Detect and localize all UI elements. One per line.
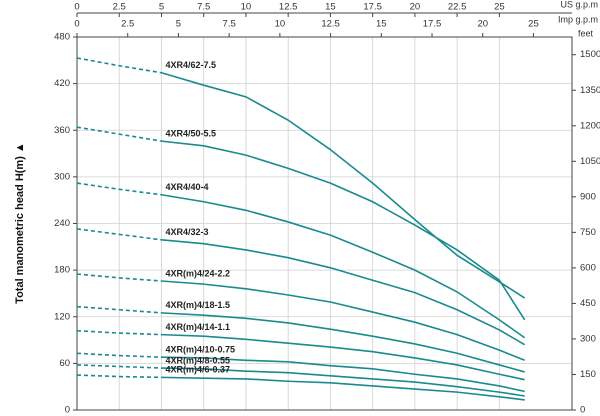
y2-tick-label: 1350 <box>580 85 600 96</box>
curve <box>161 356 525 393</box>
curve <box>161 193 526 339</box>
x-tick-label: 22.5 <box>448 2 467 13</box>
x2-tick-label: 15 <box>376 19 387 30</box>
curve <box>161 280 525 362</box>
y-tick-label: 480 <box>54 32 70 43</box>
x-tick-label: 15 <box>325 2 336 13</box>
curve <box>76 182 162 196</box>
y2-tick-label: 1200 <box>580 120 600 131</box>
y-tick-label: 120 <box>54 311 70 322</box>
curve <box>161 367 525 397</box>
y2-tick-label: 0 <box>580 405 585 416</box>
x2-tick-label: 10 <box>275 19 286 30</box>
x2-tick-label: 12.5 <box>321 19 340 30</box>
x-tick-label: 25 <box>494 2 505 13</box>
series-label: 4XR4/50-5.5 <box>165 129 216 139</box>
y2-tick-label: 300 <box>580 333 596 344</box>
y2-axis-title: feet <box>578 28 594 38</box>
series-label: 4XR(m)4/24-2.2 <box>165 268 230 278</box>
x-tick-label: 10 <box>241 2 252 13</box>
y-tick-label: 0 <box>65 405 70 416</box>
x-tick-label: 17.5 <box>363 2 382 13</box>
y-tick-label: 240 <box>54 218 70 229</box>
series-label: 4XR(m)4/6-0.37 <box>165 365 230 375</box>
curve <box>76 329 162 336</box>
y2-tick-label: 450 <box>580 298 596 309</box>
x-axis-title: US g.p.m <box>560 0 598 9</box>
curve <box>76 305 162 314</box>
series-label: 4XR(m)4/8-0.55 <box>165 355 230 365</box>
y2-tick-label: 150 <box>580 369 596 380</box>
series-label: 4XR4/62-7.5 <box>165 60 216 70</box>
y-tick-label: 360 <box>54 125 70 136</box>
x2-axis-title: Imp g.p.m <box>558 14 598 24</box>
x-tick-label: 5 <box>159 2 164 13</box>
x-tick-label: 7.5 <box>197 2 210 13</box>
curve <box>76 364 162 369</box>
x-tick-label: 0 <box>74 2 79 13</box>
x2-tick-label: 20 <box>477 19 488 30</box>
x2-tick-label: 25 <box>528 19 539 30</box>
y-tick-label: 420 <box>54 78 70 89</box>
curve <box>76 57 162 74</box>
y-tick-label: 180 <box>54 265 70 276</box>
curve <box>161 376 525 401</box>
curve <box>76 273 162 282</box>
x-tick-label: 20 <box>410 2 421 13</box>
curve <box>161 239 526 346</box>
y-axis-title: Total manometric head H(m) ▲ <box>14 142 26 304</box>
curve <box>161 140 526 321</box>
curve <box>161 312 525 373</box>
curve <box>76 352 162 358</box>
x-tick-label: 2.5 <box>113 2 126 13</box>
x-tick-label: 12.5 <box>279 2 298 13</box>
curve <box>161 71 526 299</box>
x2-tick-label: 2.5 <box>121 19 134 30</box>
series-label: 4XR4/40-4 <box>165 182 208 192</box>
y2-tick-label: 1050 <box>580 156 600 167</box>
curve <box>76 228 162 241</box>
y2-tick-label: 600 <box>580 262 596 273</box>
x2-tick-label: 17.5 <box>423 19 442 30</box>
curve <box>76 374 162 379</box>
x2-tick-label: 7.5 <box>223 19 236 30</box>
plot-frame <box>76 36 573 411</box>
curve <box>76 126 162 142</box>
series-label: 4XR4/32-3 <box>165 227 208 237</box>
y-tick-label: 60 <box>59 358 70 369</box>
x2-tick-label: 0 <box>74 19 79 30</box>
y-tick-label: 300 <box>54 171 70 182</box>
x2-tick-label: 5 <box>176 19 181 30</box>
curve <box>161 333 525 381</box>
series-label: 4XR(m)4/14-1.1 <box>165 322 230 332</box>
y2-tick-label: 900 <box>580 191 596 202</box>
y2-tick-label: 1500 <box>580 49 600 60</box>
y2-tick-label: 750 <box>580 227 596 238</box>
series-label: 4XR(m)4/10-0.75 <box>165 345 235 355</box>
series-label: 4XR(m)4/18-1.5 <box>165 300 230 310</box>
